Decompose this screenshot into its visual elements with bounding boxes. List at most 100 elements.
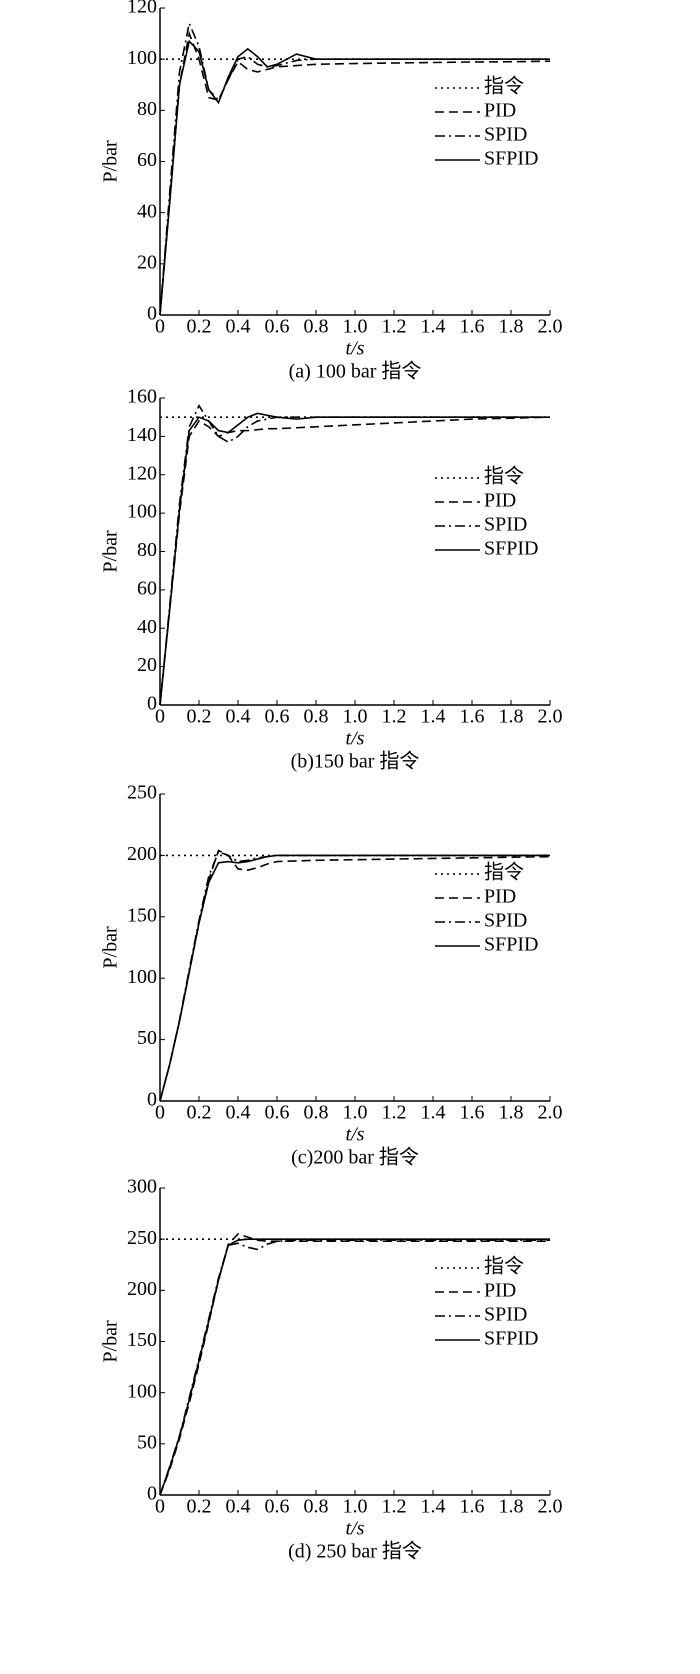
x-axis-label: t/s bbox=[346, 1124, 365, 1146]
legend-label: SFPID bbox=[484, 1328, 538, 1350]
x-tick-label: 0.6 bbox=[265, 316, 290, 338]
legend-label: 指令 bbox=[484, 861, 524, 884]
legend-label: SFPID bbox=[484, 148, 538, 170]
series-line bbox=[159, 39, 550, 316]
x-tick-label: 1.2 bbox=[382, 316, 407, 338]
y-tick-label: 60 bbox=[137, 149, 157, 171]
y-tick-label: 50 bbox=[137, 1027, 157, 1049]
legend-label: SFPID bbox=[484, 538, 538, 560]
x-tick-label: 1.2 bbox=[382, 1496, 407, 1518]
y-tick-label: 0 bbox=[147, 303, 157, 325]
x-tick-label: 0.2 bbox=[187, 316, 212, 338]
y-tick-label: 20 bbox=[137, 251, 157, 273]
legend-label: SPID bbox=[484, 514, 527, 536]
legend-label: 指令 bbox=[484, 75, 524, 98]
x-tick-label: 1.4 bbox=[421, 1102, 446, 1124]
y-axis-label: P/bar bbox=[100, 140, 122, 183]
legend-label: 指令 bbox=[484, 1255, 524, 1278]
y-tick-label: 80 bbox=[137, 539, 157, 561]
y-tick-label: 100 bbox=[127, 1380, 157, 1402]
y-axis-label: P/bar bbox=[100, 926, 122, 969]
y-tick-label: 200 bbox=[127, 1278, 157, 1300]
series-line bbox=[159, 854, 550, 1102]
x-tick-label: 2.0 bbox=[538, 1102, 563, 1124]
x-tick-label: 2.0 bbox=[538, 1496, 563, 1518]
x-tick-label: 1.6 bbox=[460, 1102, 485, 1124]
y-tick-label: 120 bbox=[127, 462, 157, 484]
x-tick-label: 1.2 bbox=[382, 706, 407, 728]
y-tick-label: 60 bbox=[137, 577, 157, 599]
series-line bbox=[159, 412, 550, 706]
y-tick-label: 100 bbox=[127, 966, 157, 988]
y-tick-label: 250 bbox=[127, 782, 157, 804]
x-tick-label: 1.4 bbox=[421, 316, 446, 338]
x-tick-label: 0.4 bbox=[226, 1102, 251, 1124]
x-tick-label: 1.8 bbox=[499, 706, 524, 728]
legend-label: PID bbox=[484, 1280, 516, 1302]
x-tick-label: 0 bbox=[155, 706, 165, 728]
series-line bbox=[159, 30, 551, 316]
x-tick-label: 1.4 bbox=[421, 1496, 446, 1518]
y-tick-label: 140 bbox=[127, 424, 157, 446]
series-line bbox=[159, 1233, 550, 1496]
x-tick-label: 0.8 bbox=[304, 706, 329, 728]
x-tick-label: 0 bbox=[155, 316, 165, 338]
y-tick-label: 0 bbox=[147, 1089, 157, 1111]
x-tick-label: 1.8 bbox=[499, 1496, 524, 1518]
x-tick-label: 0 bbox=[155, 1496, 165, 1518]
y-tick-label: 150 bbox=[127, 1329, 157, 1351]
x-tick-label: 0.4 bbox=[226, 316, 251, 338]
legend-label: SPID bbox=[484, 1304, 527, 1326]
x-tick-label: 0.8 bbox=[304, 1102, 329, 1124]
legend-label: SPID bbox=[484, 910, 527, 932]
caption: (b)150 bar 指令 bbox=[291, 750, 420, 773]
y-tick-label: 300 bbox=[127, 1176, 157, 1198]
y-axis-label: P/bar bbox=[100, 1320, 122, 1363]
y-tick-label: 150 bbox=[127, 904, 157, 926]
x-tick-label: 1.8 bbox=[499, 1102, 524, 1124]
x-tick-label: 0.4 bbox=[226, 1496, 251, 1518]
legend-label: 指令 bbox=[484, 465, 524, 488]
x-tick-label: 1.0 bbox=[343, 1102, 368, 1124]
series-line bbox=[159, 1238, 550, 1496]
x-tick-label: 1.8 bbox=[499, 316, 524, 338]
y-tick-label: 200 bbox=[127, 843, 157, 865]
y-tick-label: 250 bbox=[127, 1227, 157, 1249]
caption: (c)200 bar 指令 bbox=[291, 1146, 419, 1169]
x-tick-label: 1.0 bbox=[343, 706, 368, 728]
x-tick-label: 1.2 bbox=[382, 1102, 407, 1124]
x-tick-label: 1.0 bbox=[343, 316, 368, 338]
x-tick-label: 0.6 bbox=[265, 1102, 290, 1124]
y-tick-label: 40 bbox=[137, 616, 157, 638]
legend-label: SFPID bbox=[484, 934, 538, 956]
x-axis-label: t/s bbox=[346, 338, 365, 360]
x-tick-label: 0.4 bbox=[226, 706, 251, 728]
x-tick-label: 1.6 bbox=[460, 706, 485, 728]
x-tick-label: 0.6 bbox=[265, 706, 290, 728]
legend-label: PID bbox=[484, 100, 516, 122]
x-tick-label: 0 bbox=[155, 1102, 165, 1124]
legend-label: SPID bbox=[484, 124, 527, 146]
y-tick-label: 0 bbox=[147, 693, 157, 715]
y-tick-label: 100 bbox=[127, 47, 157, 69]
y-tick-label: 80 bbox=[137, 98, 157, 120]
x-tick-label: 0.2 bbox=[187, 1496, 212, 1518]
y-tick-label: 40 bbox=[137, 200, 157, 222]
x-tick-label: 1.4 bbox=[421, 706, 446, 728]
x-axis-label: t/s bbox=[346, 1518, 365, 1540]
x-tick-label: 0.2 bbox=[187, 706, 212, 728]
x-tick-label: 0.6 bbox=[265, 1496, 290, 1518]
x-axis-label: t/s bbox=[346, 728, 365, 750]
y-tick-label: 0 bbox=[147, 1483, 157, 1505]
x-tick-label: 2.0 bbox=[538, 706, 563, 728]
y-tick-label: 100 bbox=[127, 501, 157, 523]
y-axis-label: P/bar bbox=[100, 530, 122, 573]
x-tick-label: 1.0 bbox=[343, 1496, 368, 1518]
x-tick-label: 2.0 bbox=[538, 316, 563, 338]
x-tick-label: 0.2 bbox=[187, 1102, 212, 1124]
x-tick-label: 0.8 bbox=[304, 316, 329, 338]
legend-label: PID bbox=[484, 886, 516, 908]
series-line bbox=[159, 416, 551, 706]
